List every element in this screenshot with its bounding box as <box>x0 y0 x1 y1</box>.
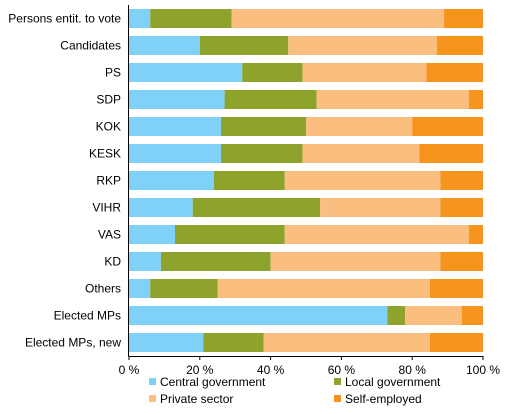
bar-segment-3-2 <box>242 63 303 82</box>
bar-segment-10-3 <box>270 252 441 271</box>
bar-segment-2-3 <box>288 36 437 55</box>
x-tick-label-6: 100 % <box>466 363 500 377</box>
category-label-1: Persons entit. to vote <box>8 12 121 26</box>
bar-segment-11-1 <box>129 279 151 298</box>
bar-segment-12-1 <box>129 306 388 325</box>
bar-segment-10-4 <box>440 252 483 271</box>
x-tick-label-1: 0 % <box>119 363 140 377</box>
legend-label-2: Local government <box>345 375 441 389</box>
category-label-9: VAS <box>98 228 121 242</box>
bar-segment-12-3 <box>405 306 462 325</box>
bar-segment-10-2 <box>160 252 271 271</box>
bar-segment-9-4 <box>468 225 483 244</box>
bar-segment-10-1 <box>129 252 161 271</box>
legend-label-1: Central government <box>160 375 266 389</box>
legend-swatch-1 <box>149 378 156 385</box>
category-label-8: VIHR <box>92 201 121 215</box>
bar-segment-8-4 <box>440 198 483 217</box>
bar-segment-12-2 <box>387 306 406 325</box>
legend-label-3: Private sector <box>160 392 233 406</box>
category-label-10: KD <box>104 255 121 269</box>
category-label-4: SDP <box>96 93 121 107</box>
x-tick-label-3: 40 % <box>257 363 285 377</box>
bar-segment-7-1 <box>129 171 214 190</box>
bar-segment-7-2 <box>213 171 285 190</box>
bar-segment-1-1 <box>129 9 151 28</box>
bar-segment-11-3 <box>217 279 430 298</box>
bar-segment-4-4 <box>468 90 483 109</box>
bar-segment-6-3 <box>302 144 420 163</box>
legend: Central government Local government Privat… <box>149 375 441 406</box>
bar-segment-4-3 <box>316 90 469 109</box>
bar-segment-4-1 <box>129 90 225 109</box>
bar-segment-9-1 <box>129 225 176 244</box>
legend-label-4: Self-employed <box>345 392 422 406</box>
bar-segment-5-2 <box>221 117 306 136</box>
x-axis: 0 % 20 % 40 % 60 % 80 % 100 % <box>119 5 500 377</box>
category-label-5: KOK <box>96 120 121 134</box>
bar-segment-8-1 <box>129 198 193 217</box>
category-label-11: Others <box>85 282 121 296</box>
legend-swatch-2 <box>334 378 341 385</box>
category-label-3: PS <box>105 66 121 80</box>
bar-segment-3-4 <box>426 63 483 82</box>
bar-segment-6-2 <box>221 144 303 163</box>
bar-segment-5-3 <box>306 117 413 136</box>
bar-segment-13-1 <box>129 333 204 352</box>
x-tick-label-4: 60 % <box>328 363 356 377</box>
category-label-2: Candidates <box>60 39 121 53</box>
legend-swatch-4 <box>334 395 341 402</box>
bar-segment-1-2 <box>150 9 232 28</box>
bar-segment-11-2 <box>150 279 218 298</box>
bars-group <box>129 9 483 352</box>
bar-segment-11-4 <box>429 279 483 298</box>
bar-segment-1-3 <box>231 9 445 28</box>
bar-segment-8-3 <box>320 198 441 217</box>
category-label-6: KESK <box>89 147 121 161</box>
bar-segment-8-2 <box>192 198 321 217</box>
bar-segment-12-4 <box>461 306 483 325</box>
category-label-7: RKP <box>96 174 121 188</box>
x-tick-label-2: 20 % <box>186 363 214 377</box>
bar-segment-13-4 <box>429 333 483 352</box>
bar-segment-7-4 <box>440 171 483 190</box>
bar-segment-2-1 <box>129 36 200 55</box>
category-label-12: Elected MPs <box>54 309 121 323</box>
x-tick-label-5: 80 % <box>399 363 427 377</box>
bar-segment-9-2 <box>175 225 285 244</box>
bar-segment-6-1 <box>129 144 222 163</box>
bar-segment-13-3 <box>263 333 430 352</box>
category-labels: Persons entit. to vote Candidates PS SDP KOK… <box>8 12 121 350</box>
bar-segment-3-3 <box>302 63 427 82</box>
bar-segment-4-2 <box>224 90 317 109</box>
bar-segment-3-1 <box>129 63 243 82</box>
bar-segment-7-3 <box>284 171 441 190</box>
bar-segment-5-1 <box>129 117 222 136</box>
bar-segment-1-4 <box>444 9 483 28</box>
bar-segment-9-3 <box>284 225 469 244</box>
category-label-13: Elected MPs, new <box>25 336 121 350</box>
bar-segment-13-2 <box>203 333 264 352</box>
bar-segment-6-4 <box>419 144 483 163</box>
bar-segment-5-4 <box>412 117 483 136</box>
bar-segment-2-2 <box>199 36 289 55</box>
legend-swatch-3 <box>149 395 156 402</box>
bar-segment-2-4 <box>436 36 483 55</box>
